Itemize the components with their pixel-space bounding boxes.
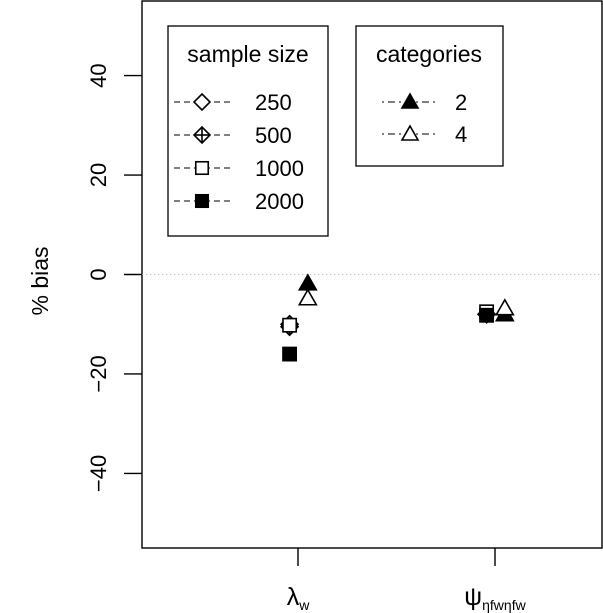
x-tick-subscript-b-1: ηfw bbox=[504, 597, 527, 613]
sample-size-legend-marker-0-shape bbox=[192, 92, 212, 112]
point-3-0 bbox=[282, 346, 298, 362]
categories-legend-label-1: 4 bbox=[455, 122, 467, 147]
x-tick-subscript-0: w bbox=[298, 597, 310, 613]
y-tick-label-1: −20 bbox=[86, 355, 111, 392]
x-tick-symbol-0: λ bbox=[287, 583, 300, 611]
sample-size-legend-title: sample size bbox=[187, 41, 308, 67]
x-tick-subscript-1: ηfw bbox=[482, 597, 505, 613]
categories-legend-entry: 2 bbox=[382, 90, 467, 115]
categories-legend-box bbox=[355, 25, 504, 167]
legends: sample size 250 500 1000 2000 categories 2 4 bbox=[167, 25, 504, 237]
point-3-1 bbox=[479, 307, 495, 323]
point-3-0-shape bbox=[282, 346, 298, 362]
x-tick-label-1: ψηfwηfw bbox=[464, 583, 526, 613]
sample-size-legend: sample size 250 500 1000 2000 bbox=[167, 25, 329, 237]
sample-size-legend-entry: 2000 bbox=[174, 189, 304, 214]
sample-size-legend-label-2: 1000 bbox=[255, 156, 304, 181]
x-axis: λw ψηfwηfw bbox=[287, 548, 527, 613]
categories-legend-title: categories bbox=[376, 41, 482, 67]
y-tick-label-2: 0 bbox=[86, 268, 111, 280]
sample-size-legend-entry: 1000 bbox=[174, 156, 304, 181]
x-tick-label-0: λw bbox=[287, 583, 311, 613]
sample-size-legend-marker-0 bbox=[192, 92, 212, 112]
categories-legend: categories 2 4 bbox=[355, 25, 504, 167]
sample-size-legend-label-0: 250 bbox=[255, 90, 292, 115]
sample-size-legend-marker-2-shape bbox=[194, 160, 210, 176]
categories-legend-entry: 4 bbox=[382, 122, 467, 147]
sample-size-legend-marker-2 bbox=[194, 160, 210, 176]
data-points bbox=[279, 273, 515, 362]
x-tick-symbol-1: ψ bbox=[464, 583, 482, 611]
sample-size-legend-label-1: 500 bbox=[255, 123, 292, 148]
sample-size-legend-entry: 250 bbox=[174, 90, 292, 115]
y-tick-label-3: 20 bbox=[86, 163, 111, 187]
sample-size-legend-entry: 500 bbox=[174, 123, 292, 148]
sample-size-legend-label-3: 2000 bbox=[255, 189, 304, 214]
point-2-0-shape bbox=[282, 317, 298, 333]
sample-size-legend-marker-3-shape bbox=[194, 193, 210, 209]
categories-legend-marker-1 bbox=[400, 124, 420, 141]
point-3-1-shape bbox=[479, 307, 495, 323]
y-tick-label-4: 40 bbox=[86, 63, 111, 87]
categories-legend-marker-0 bbox=[400, 92, 420, 109]
sample-size-legend-marker-1 bbox=[192, 125, 212, 145]
point-2-0 bbox=[282, 317, 298, 333]
categories-legend-label-0: 2 bbox=[455, 90, 467, 115]
y-axis-label: % bias bbox=[27, 246, 53, 315]
point-5-1-shape bbox=[494, 298, 515, 316]
point-5-0 bbox=[297, 288, 318, 306]
categories-legend-marker-1-shape bbox=[400, 124, 420, 141]
sample-size-legend-marker-3 bbox=[194, 193, 210, 209]
point-5-1 bbox=[494, 298, 515, 316]
point-5-0-shape bbox=[297, 288, 318, 306]
y-tick-label-0: −40 bbox=[86, 455, 111, 492]
y-axis: −40 −20 0 20 40 bbox=[86, 63, 142, 492]
categories-legend-marker-0-shape bbox=[400, 92, 420, 109]
